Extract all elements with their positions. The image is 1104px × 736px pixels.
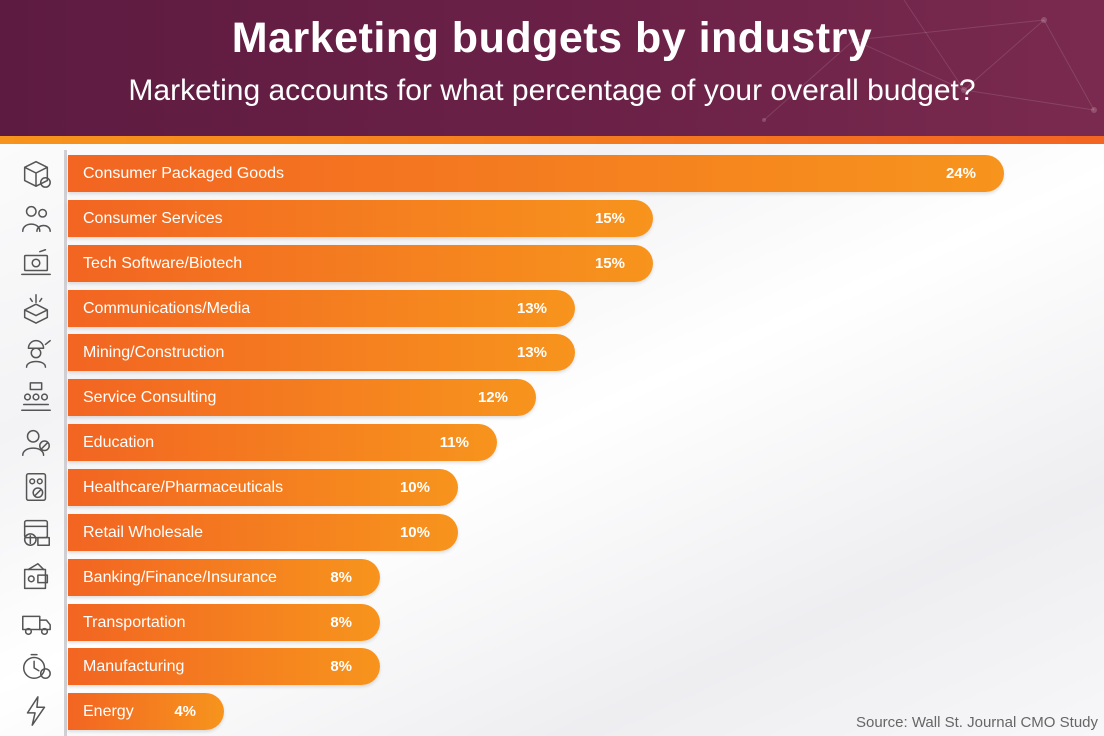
bar: Banking/Finance/Insurance 8% (68, 558, 380, 596)
gear-timer-icon (12, 648, 60, 684)
bar-value-label: 8% (330, 613, 352, 631)
graduate-icon (12, 424, 60, 460)
medicine-icon (12, 469, 60, 505)
bar-value-label: 15% (594, 254, 625, 272)
bar-category-label: Communications/Media (83, 299, 251, 317)
bar-value-label: 8% (330, 568, 352, 586)
truck-icon (12, 604, 60, 640)
bar-value-label: 10% (399, 523, 430, 541)
people-icon (12, 200, 60, 236)
wallet-icon (12, 559, 60, 595)
bar: Manufacturing 8% (68, 648, 380, 686)
chart-subtitle: Marketing accounts for what percentage o… (128, 74, 976, 107)
bar-category-label: Education (83, 434, 155, 452)
bar-category-label: Service Consulting (83, 389, 217, 407)
bar-value-label: 12% (477, 389, 508, 407)
bar-category-label: Consumer Services (83, 209, 223, 227)
source-note: Source: Wall St. Journal CMO Study (855, 714, 1098, 731)
worker-helmet-icon (12, 334, 60, 370)
meeting-icon (12, 379, 60, 415)
bar-category-label: Mining/Construction (83, 344, 225, 362)
bar-value-label: 8% (330, 658, 352, 676)
bar-category-label: Energy (83, 703, 134, 721)
bar-value-label: 4% (174, 703, 196, 721)
bar: Education 11% (68, 424, 497, 462)
bar-value-label: 15% (594, 209, 625, 227)
bar: Communications/Media 13% (68, 289, 575, 327)
network-decoration (762, 0, 1097, 122)
bar-category-label: Manufacturing (83, 658, 185, 676)
bar: Mining/Construction 13% (68, 334, 575, 372)
bar-value-label: 11% (439, 434, 469, 452)
bar-category-label: Banking/Finance/Insurance (83, 568, 277, 586)
laptop-gear-icon (12, 245, 60, 281)
bar-category-label: Retail Wholesale (83, 523, 204, 541)
chart-title: Marketing budgets by industry (231, 14, 873, 62)
bar: Service Consulting 12% (68, 379, 536, 417)
category-axis-line (64, 150, 67, 736)
bar: Energy 4% (68, 693, 224, 731)
industry-icon-column (12, 152, 60, 736)
bar-value-label: 13% (516, 344, 547, 362)
header-banner: Marketing budgets by industry Marketing … (0, 0, 1104, 136)
package-icon (12, 155, 60, 191)
lightning-icon (12, 693, 60, 729)
bar: Consumer Services 15% (68, 199, 653, 237)
bar: Tech Software/Biotech 15% (68, 244, 653, 282)
bar: Transportation 8% (68, 603, 380, 641)
bar-value-label: 13% (516, 299, 547, 317)
bar-value-label: 10% (399, 478, 430, 496)
bar-category-label: Transportation (83, 613, 186, 631)
broadcast-box-icon (12, 290, 60, 326)
bar: Consumer Packaged Goods 24% (68, 155, 1004, 192)
bar: Retail Wholesale 10% (68, 513, 458, 551)
header-accent-rule (0, 136, 1104, 144)
bar-category-label: Healthcare/Pharmaceuticals (83, 478, 284, 496)
store-cash-icon (12, 514, 60, 550)
bar: Healthcare/Pharmaceuticals 10% (68, 468, 458, 506)
bar-category-label: Consumer Packaged Goods (83, 165, 284, 182)
bar-category-label: Tech Software/Biotech (83, 254, 243, 272)
bar-value-label: 24% (945, 165, 976, 182)
